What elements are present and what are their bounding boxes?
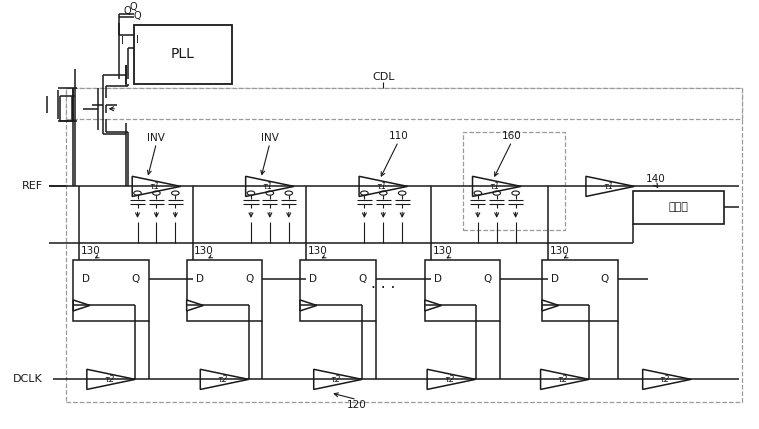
Polygon shape [87,369,135,390]
Text: 110: 110 [389,132,408,142]
Polygon shape [73,260,149,320]
Text: Q: Q [600,274,609,284]
Polygon shape [132,176,181,196]
Text: τ1: τ1 [150,182,159,191]
Text: D: D [551,274,559,284]
Text: τ1: τ1 [490,182,500,191]
Text: Q: Q [245,274,254,284]
Text: τ1: τ1 [376,182,386,191]
Text: Q: Q [134,11,141,21]
Text: Q: Q [130,2,137,12]
Text: D: D [434,274,442,284]
Polygon shape [300,260,376,320]
Polygon shape [542,300,559,311]
Text: 130: 130 [80,246,100,256]
Text: τ2: τ2 [217,375,228,384]
Text: 130: 130 [433,246,452,256]
Text: I: I [136,36,139,45]
Polygon shape [643,369,691,390]
Text: 130: 130 [307,246,327,256]
Text: Q: Q [131,274,140,284]
Text: τ2: τ2 [444,375,455,384]
Polygon shape [187,260,263,320]
Polygon shape [359,176,408,196]
Text: τ2: τ2 [331,375,341,384]
Polygon shape [463,132,565,230]
Text: 160: 160 [502,132,521,142]
Polygon shape [300,300,317,311]
Polygon shape [425,260,500,320]
Polygon shape [200,369,249,390]
Polygon shape [187,300,203,311]
Polygon shape [246,176,294,196]
Text: D: D [309,274,317,284]
Text: 130: 130 [550,246,569,256]
Text: D: D [82,274,90,284]
Text: 120: 120 [347,399,367,410]
Polygon shape [473,176,521,196]
Text: 130: 130 [194,246,214,256]
Polygon shape [66,88,742,119]
Text: PLL: PLL [171,47,195,61]
Text: τ1: τ1 [603,182,613,191]
Text: 제어부: 제어부 [668,202,688,212]
Text: τ2: τ2 [104,375,115,384]
Polygon shape [73,300,90,311]
Polygon shape [134,25,232,84]
Text: τ2: τ2 [660,375,670,384]
Text: · · ·: · · · [371,281,395,296]
Polygon shape [66,88,742,402]
Text: 140: 140 [646,174,666,184]
Text: Q: Q [358,274,367,284]
Polygon shape [427,369,476,390]
Polygon shape [425,300,442,311]
Text: D: D [196,274,203,284]
Text: Q: Q [124,6,131,15]
Polygon shape [540,369,589,390]
Text: INV: INV [261,133,279,143]
Text: I: I [121,36,124,46]
Polygon shape [586,176,635,196]
Polygon shape [633,190,723,224]
Text: CDL: CDL [372,73,395,82]
Text: DCLK: DCLK [13,375,43,384]
Text: Q: Q [483,274,491,284]
Text: τ2: τ2 [558,375,568,384]
Text: INV: INV [147,133,165,143]
Text: REF: REF [22,181,43,191]
Text: τ1: τ1 [263,182,273,191]
Polygon shape [313,369,362,390]
Polygon shape [542,260,618,320]
